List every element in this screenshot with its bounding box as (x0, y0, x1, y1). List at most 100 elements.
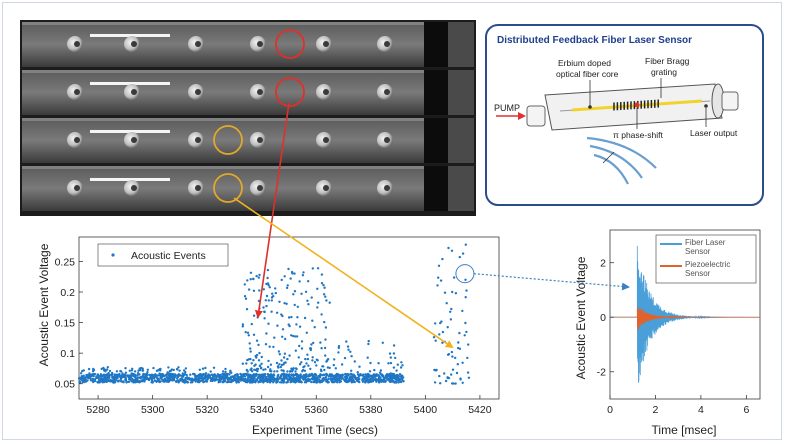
scatter-point (211, 376, 214, 380)
scatter-point (241, 323, 245, 326)
scatter-point (128, 377, 131, 381)
scatter-point (389, 356, 392, 359)
scatter-point (311, 267, 314, 270)
scatter-point (379, 369, 383, 372)
scatter-point (397, 376, 400, 380)
scatter-point (246, 279, 249, 282)
scatter-point (239, 376, 242, 379)
scatter-point (296, 305, 299, 308)
scatter-point (226, 372, 229, 376)
scatter-point (131, 378, 134, 381)
scatter-point (278, 363, 281, 366)
scatter-point (116, 373, 120, 377)
scatter-point (290, 270, 294, 274)
scatter-point (99, 373, 103, 376)
scatter-point (467, 343, 470, 346)
scatter-point (228, 373, 231, 376)
scatter-point (433, 368, 436, 372)
scatter-point (346, 345, 350, 348)
scatter-point (380, 380, 383, 383)
scatter-point (363, 377, 366, 381)
scatter-point (337, 373, 340, 376)
scatter-point (316, 306, 319, 309)
scatter-point (321, 365, 324, 368)
photo-plate (22, 166, 474, 211)
scatter-point (198, 368, 201, 371)
scatter-point (129, 376, 132, 379)
scatter-point (166, 377, 169, 380)
scatter-point (124, 371, 128, 374)
scatter-point (276, 378, 279, 382)
scatter-point (465, 289, 468, 292)
scatter-point (265, 304, 268, 308)
blue-connector-arrow (473, 273, 630, 291)
scatter-point (262, 368, 265, 371)
scatter-point (82, 374, 85, 377)
scatter-point (189, 378, 193, 382)
scatter-x-tick-label: 5300 (141, 404, 165, 416)
scatter-point (305, 331, 308, 334)
scatter-point (270, 373, 273, 377)
scatter-point (313, 372, 316, 376)
scatter-point (292, 293, 295, 296)
output-leader-dot (704, 104, 708, 108)
scatter-point (290, 334, 293, 337)
scatter-point (260, 355, 263, 359)
red-connector-arrow (254, 102, 290, 319)
scatter-point (244, 377, 247, 381)
scatter-point (199, 379, 202, 383)
scatter-point (402, 376, 405, 379)
scatter-point (176, 367, 179, 371)
scatter-point (307, 280, 310, 283)
scatter-point (177, 379, 180, 382)
scatter-point (376, 378, 379, 381)
scatter-point (250, 370, 254, 373)
scatter-point (324, 338, 327, 341)
scatter-point (294, 335, 297, 338)
scatter-point (396, 363, 399, 366)
scatter-point (247, 288, 251, 291)
scatter-point (432, 336, 436, 339)
scatter-point (345, 340, 348, 343)
scatter-point (96, 381, 100, 384)
scatter-point (108, 369, 112, 373)
scatter-point (452, 276, 456, 279)
scatter-point (121, 372, 124, 375)
scatter-point (184, 367, 188, 370)
fiber-laser-diagram: Distributed Feedback Fiber Laser Sensor … (485, 24, 764, 206)
waveform-traces (610, 245, 761, 384)
scatter-legend-box (97, 243, 229, 267)
scatter-point (106, 375, 110, 378)
scatter-point (221, 370, 225, 373)
scatter-legend-label: Acoustic Events (131, 250, 206, 262)
scatter-point (257, 380, 261, 383)
scatter-point (437, 264, 441, 267)
scatter-point (233, 377, 236, 380)
scatter-point (209, 370, 212, 373)
scatter-point (270, 310, 273, 313)
scatter-point (295, 378, 298, 381)
scatter-point (101, 380, 105, 383)
scatter-point (349, 378, 353, 382)
scatter-point (309, 373, 313, 377)
scatter-point (212, 378, 216, 382)
scatter-point (339, 380, 343, 383)
scatter-point (183, 378, 187, 381)
scatter-point (358, 374, 361, 377)
scatter-point (291, 378, 294, 381)
scatter-point (113, 373, 116, 376)
scatter-point (181, 378, 184, 381)
scatter-point (278, 300, 281, 303)
scatter-point (236, 373, 239, 376)
scatter-point (266, 276, 269, 280)
scatter-point (186, 378, 189, 381)
scatter-point (253, 368, 256, 371)
scatter-point (366, 380, 369, 383)
scatter-point (396, 378, 399, 382)
scatter-point (304, 290, 308, 293)
scatter-point (252, 289, 256, 292)
scatter-point (135, 380, 139, 383)
scatter-point (449, 310, 452, 313)
scatter-point (266, 268, 270, 272)
scatter-point (299, 373, 302, 376)
